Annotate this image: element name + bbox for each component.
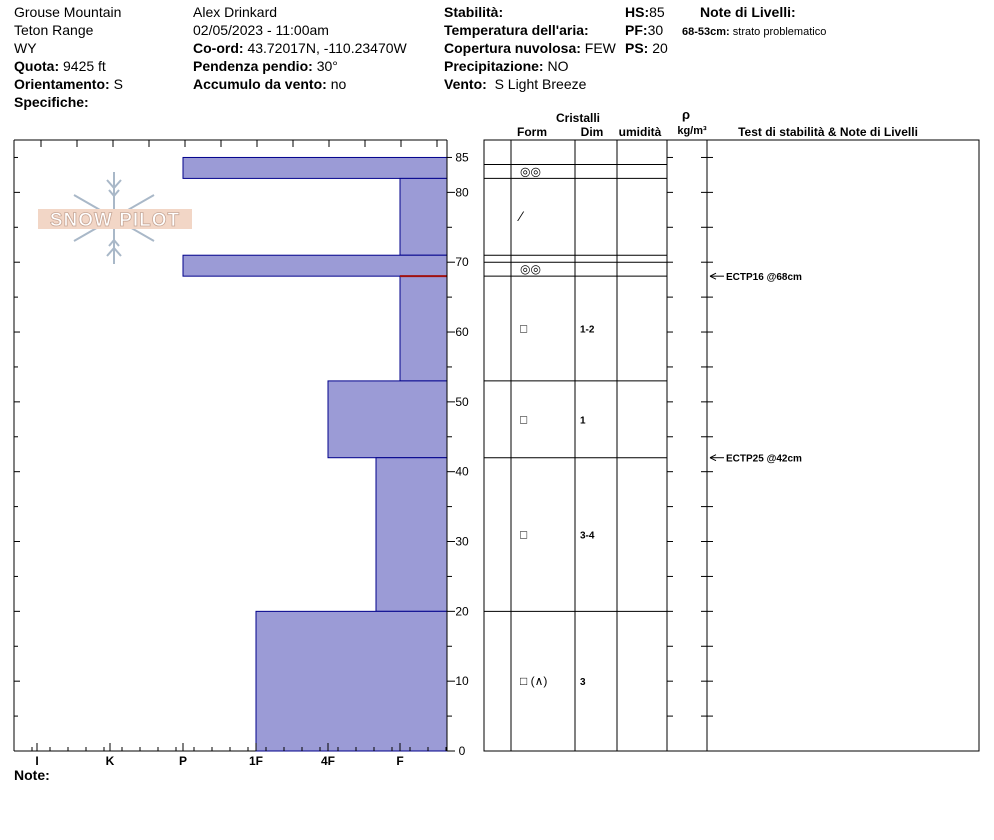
test-result: ECTP16 @68cm — [726, 272, 802, 283]
precip-value: NO — [547, 58, 569, 74]
depth-tick-label: 70 — [455, 255, 469, 269]
elevation-label: Quota: — [14, 58, 60, 74]
wind-loading-label: Accumulo da vento: — [193, 76, 327, 92]
coord-value: 43.72017N, -110.23470W — [247, 40, 407, 56]
ps-value: 20 — [652, 40, 668, 56]
col-size: Dim — [581, 125, 604, 139]
observation-datetime: 02/05/2023 - 11:00am — [193, 22, 329, 38]
stability: Stabilità: — [444, 3, 503, 21]
crystal-form: ◎◎ — [520, 164, 541, 178]
hardness-bar — [327, 380, 448, 459]
pit-depth: PF:30 — [625, 21, 663, 39]
notes-label: Note: — [14, 767, 50, 783]
ps-field: PS: 20 — [625, 39, 668, 57]
crystal-form: □ — [520, 412, 527, 426]
hardness-bar — [255, 610, 448, 752]
location-name: Grouse Mountain — [14, 4, 122, 20]
wind-loading-value: no — [330, 76, 347, 92]
hs-value: 85 — [649, 4, 665, 20]
crystal-form: □ (∧) — [520, 674, 547, 688]
air-temperature: Temperatura dell'aria: — [444, 21, 589, 39]
specifics: Specifiche: — [14, 93, 89, 111]
depth-tick-label: 50 — [455, 395, 469, 409]
svg-text:SNOW PILOT: SNOW PILOT — [50, 210, 180, 231]
slope-angle: Pendenza pendio: 30° — [193, 57, 338, 75]
elevation-value: 9425 ft — [63, 58, 106, 74]
col-rho: ρ — [682, 107, 690, 122]
depth-tick-label: 0 — [459, 744, 466, 758]
wind: Vento: S Light Breeze — [444, 75, 586, 93]
wind-label: Vento: — [444, 76, 487, 92]
depth-tick-label: 85 — [455, 150, 469, 164]
hardness-tick-label: I — [35, 754, 38, 768]
hardness-bar — [399, 275, 448, 382]
depth-tick-label: 30 — [455, 535, 469, 549]
cloud-value: FEW — [584, 40, 616, 56]
depth-tick-label: 10 — [455, 674, 469, 688]
range-name: Teton Range — [14, 22, 94, 38]
state-name: WY — [14, 40, 37, 56]
layer-notes-heading: Note di Livelli: — [700, 4, 796, 20]
crystal-form: □ — [520, 528, 527, 542]
hardness-bar — [399, 177, 448, 256]
air-temp-label: Temperatura dell'aria: — [444, 22, 589, 38]
hardness-tick-label: K — [106, 754, 115, 768]
depth-tick-label: 80 — [455, 185, 469, 199]
cloud-label: Copertura nuvolosa: — [444, 40, 581, 56]
col-tests-notes: Test di stabilità & Note di Livelli — [738, 125, 918, 139]
hardness-tick-label: F — [396, 754, 403, 768]
notes: Note: — [14, 766, 50, 784]
precipitation: Precipitazione: NO — [444, 57, 568, 75]
coord-label: Co-ord: — [193, 40, 244, 56]
hardness-tick-label: 4F — [321, 754, 335, 768]
crystal-form: ◎◎ — [520, 262, 541, 276]
crystal-form: ⁄ — [517, 208, 525, 224]
layer-note-text: strato problematico — [732, 26, 827, 38]
pf-value: 30 — [647, 22, 664, 38]
hardness-bar — [182, 254, 448, 277]
layer-note-range: 68-53cm: — [682, 26, 730, 38]
table-frame — [483, 139, 980, 752]
col-moisture: umidità — [619, 125, 662, 139]
crystal-size: 3-4 — [580, 531, 595, 542]
precip-label: Precipitazione: — [444, 58, 544, 74]
crystal-form: □ — [520, 322, 527, 336]
test-arrow-head — [709, 454, 717, 462]
stability-label: Stabilità: — [444, 4, 504, 20]
crystal-size: 1-2 — [580, 325, 595, 336]
elevation: Quota: 9425 ft — [14, 57, 106, 75]
col-crystals: Cristalli — [556, 111, 600, 125]
layer-note: 68-53cm: strato problematico — [682, 23, 826, 41]
wind-value: S Light Breeze — [494, 76, 587, 92]
col-form: Form — [517, 125, 547, 139]
wind-loading: Accumulo da vento: no — [193, 75, 346, 93]
hs-label: HS: — [625, 4, 650, 20]
slope-value: 30° — [316, 58, 338, 74]
depth-tick-label: 40 — [455, 465, 469, 479]
depth-tick-label: 20 — [455, 604, 469, 618]
test-result: ECTP25 @42cm — [726, 454, 802, 465]
snow-height: HS:85 — [625, 3, 665, 21]
specifics-label: Specifiche: — [14, 94, 89, 110]
ps-label: PS: — [625, 40, 649, 56]
slope-label: Pendenza pendio: — [193, 58, 313, 74]
crystal-size: 1 — [580, 415, 586, 426]
crystal-size: 3 — [580, 677, 586, 688]
col-density-unit: kg/m³ — [677, 125, 707, 137]
cloud-cover: Copertura nuvolosa: FEW — [444, 39, 616, 57]
observer-name: Alex Drinkard — [193, 4, 278, 20]
hardness-tick-label: 1F — [249, 754, 263, 768]
test-arrow-head — [709, 272, 717, 280]
aspect-label: Orientamento: — [14, 76, 110, 92]
aspect-value: S — [113, 76, 123, 92]
aspect: Orientamento: S — [14, 75, 123, 93]
depth-tick-label: 60 — [455, 325, 469, 339]
pf-label: PF: — [625, 22, 648, 38]
hardness-bar — [182, 156, 448, 179]
snowpilot-logo: SNOW PILOT — [38, 172, 192, 264]
hardness-bar — [375, 457, 448, 612]
coordinates: Co-ord: 43.72017N, -110.23470W — [193, 39, 407, 57]
hardness-tick-label: P — [179, 754, 187, 768]
